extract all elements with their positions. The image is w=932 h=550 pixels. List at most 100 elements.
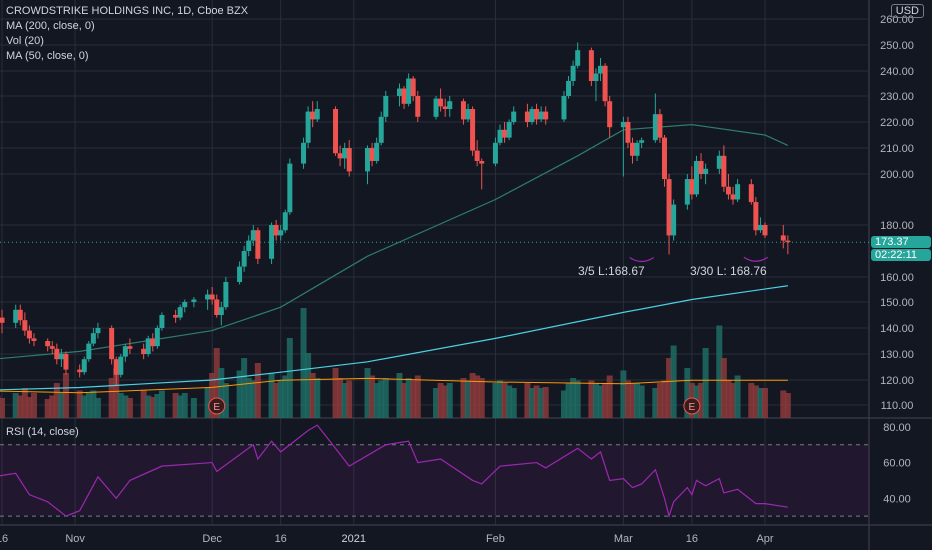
- time-tick-label: 16: [0, 533, 8, 545]
- volume-bar: [209, 373, 216, 418]
- candle-body: [657, 114, 663, 138]
- price-tick-label: 180.00: [880, 220, 914, 232]
- candle-body: [374, 142, 380, 161]
- last-price-label: 173.37: [871, 236, 931, 248]
- candle-body: [383, 96, 389, 117]
- volume-bar: [433, 388, 440, 418]
- time-tick-label: Apr: [756, 533, 773, 545]
- candle-body: [86, 343, 92, 360]
- price-tick-label: 150.00: [880, 297, 914, 309]
- volume-bar: [565, 383, 572, 418]
- volume-bar: [0, 398, 5, 418]
- volume-bar: [126, 398, 133, 418]
- candle-body: [250, 230, 256, 241]
- candle-body: [255, 230, 261, 259]
- volume-bar: [734, 375, 741, 418]
- volume-bar: [497, 380, 504, 418]
- chart-title: CROWDSTRIKE HOLDINGS INC, 1D, Cboe BZX: [6, 5, 249, 17]
- candle-body: [762, 225, 768, 236]
- volume-bar: [17, 395, 24, 418]
- candle-body: [780, 235, 786, 241]
- candle-body: [337, 153, 343, 159]
- legend-ma200: MA (200, close, 0): [6, 20, 95, 32]
- candle-body: [689, 179, 695, 195]
- volume-bar: [574, 380, 581, 418]
- candle-body: [721, 155, 727, 187]
- volume-bar: [44, 399, 51, 418]
- candle-body: [223, 282, 229, 308]
- volume-bar: [12, 393, 19, 418]
- candle-body: [246, 240, 252, 251]
- candle-body: [753, 202, 759, 231]
- price-tick-label: 120.00: [880, 375, 914, 387]
- volume-bar: [254, 363, 261, 418]
- rsi-tick-label: 40.00: [883, 493, 911, 505]
- candle-body: [785, 240, 791, 243]
- volume-bar: [597, 385, 604, 418]
- volume-bar: [652, 388, 659, 418]
- volume-bar: [602, 383, 609, 418]
- volume-bar: [378, 380, 385, 418]
- candle-body: [570, 65, 576, 81]
- candle-body: [735, 184, 741, 200]
- volume-bar: [305, 353, 312, 418]
- candle-body: [401, 88, 407, 104]
- volume-bar: [241, 358, 248, 418]
- volume-bar: [154, 394, 161, 418]
- candle-body: [575, 50, 581, 66]
- candle-body: [661, 137, 667, 180]
- candle-body: [365, 148, 371, 172]
- volume-ma-line: [0, 377, 788, 394]
- volume-bar: [49, 395, 56, 418]
- volume-bar: [716, 325, 723, 418]
- volume-bar: [620, 370, 627, 418]
- annotation-low-mar30: 3/30 L: 168.76: [690, 264, 767, 278]
- candle-body: [282, 212, 288, 231]
- volume-bar: [469, 373, 476, 418]
- currency-badge[interactable]: USD: [890, 4, 924, 18]
- candle-body: [524, 111, 530, 122]
- candle-body: [566, 81, 572, 96]
- candle-body: [639, 140, 645, 143]
- volume-bar: [560, 390, 567, 418]
- volume-bar: [442, 385, 449, 418]
- candle-body: [0, 317, 5, 323]
- volume-bar: [346, 380, 353, 418]
- candle-body: [652, 114, 658, 141]
- candle-body: [543, 111, 549, 120]
- candle-body: [241, 251, 247, 267]
- candle-body: [54, 348, 60, 360]
- candle-body: [346, 148, 352, 172]
- volume-bar: [656, 383, 663, 418]
- volume-bar: [670, 345, 677, 418]
- countdown-label: 02:22:11: [871, 249, 931, 261]
- candle-body: [333, 109, 339, 154]
- rsi-tick-label: 80.00: [883, 422, 911, 434]
- earnings-marker: [208, 397, 226, 415]
- candle-body: [145, 338, 151, 354]
- candle-body: [529, 109, 535, 122]
- candle-body: [634, 142, 640, 156]
- volume-bar: [113, 368, 120, 418]
- volume-bar: [218, 368, 225, 418]
- time-tick-label: Mar: [614, 533, 633, 545]
- volume-bar: [666, 358, 673, 418]
- candle-body: [314, 109, 320, 120]
- time-tick-label: 2021: [342, 533, 366, 545]
- time-tick-label: 16: [275, 533, 287, 545]
- candle-body: [588, 50, 594, 81]
- volume-bar: [222, 383, 229, 418]
- rsi-tick-label: 60.00: [883, 458, 911, 470]
- time-tick-label: Nov: [65, 533, 85, 545]
- candle-body: [470, 109, 476, 151]
- candle-body: [182, 302, 188, 308]
- volume-bar: [213, 348, 220, 418]
- volume-bar: [720, 358, 727, 418]
- price-tick-label: 140.00: [880, 323, 914, 335]
- candle-body: [13, 309, 19, 323]
- candle-body: [310, 111, 316, 120]
- candle-body: [342, 148, 348, 159]
- rsi-line: [0, 424, 788, 519]
- volume-bar: [190, 398, 197, 418]
